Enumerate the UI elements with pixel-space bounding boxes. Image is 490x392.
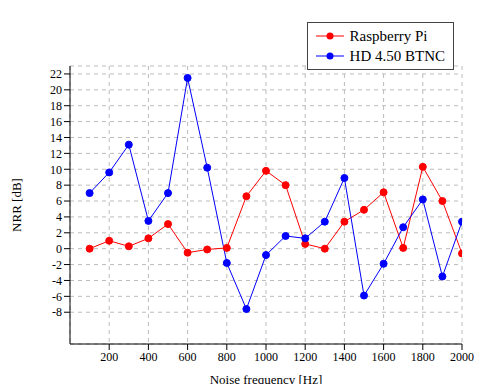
svg-text:12: 12 [50, 147, 62, 161]
svg-text:1600: 1600 [372, 350, 396, 364]
svg-text:20: 20 [50, 83, 62, 97]
svg-text:Noise frequency [Hz]: Noise frequency [Hz] [210, 372, 323, 384]
html-text:HD 4.50 BTNC: HD 4.50 BTNC [349, 48, 445, 64]
svg-text:4: 4 [56, 210, 62, 224]
svg-text:6: 6 [56, 194, 62, 208]
svg-text:2: 2 [56, 226, 62, 240]
svg-text:10: 10 [50, 163, 62, 177]
svg-text:1000: 1000 [254, 350, 278, 364]
html-text:Raspberry Pi: Raspberry Pi [349, 28, 428, 44]
svg-text:1400: 1400 [332, 350, 356, 364]
svg-text:16: 16 [50, 115, 62, 129]
svg-text:0: 0 [56, 242, 62, 256]
svg-text:2000: 2000 [450, 350, 474, 364]
svg-text:1200: 1200 [293, 350, 317, 364]
svg-text:8: 8 [56, 178, 62, 192]
svg-text:1800: 1800 [411, 350, 435, 364]
svg-text:14: 14 [50, 131, 62, 145]
svg-text:-8: -8 [52, 305, 62, 319]
svg-text:-6: -6 [52, 290, 62, 304]
svg-text:400: 400 [139, 350, 157, 364]
svg-text:-4: -4 [52, 274, 62, 288]
svg-text:-2: -2 [52, 258, 62, 272]
svg-text:18: 18 [50, 99, 62, 113]
svg-text:600: 600 [179, 350, 197, 364]
svg-text:800: 800 [218, 350, 236, 364]
svg-text:NRR [dB]: NRR [dB] [9, 178, 24, 232]
svg-text:200: 200 [100, 350, 118, 364]
svg-text:22: 22 [50, 67, 62, 81]
